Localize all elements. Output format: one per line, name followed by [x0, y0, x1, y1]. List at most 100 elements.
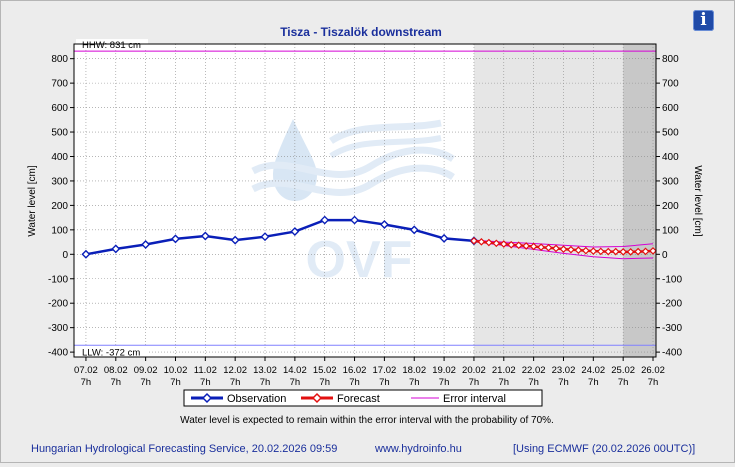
- info-icon[interactable]: i: [693, 10, 714, 31]
- late-forecast-shade: [623, 44, 656, 357]
- y-tick-label-left: 100: [51, 225, 68, 236]
- threshold-label-bg: [76, 39, 148, 51]
- x-tick-label-hour: 7h: [81, 377, 92, 388]
- forecast-point: [477, 237, 486, 246]
- x-tick-label-date: 07.02: [74, 365, 98, 376]
- x-tick-label-hour: 7h: [409, 377, 420, 388]
- x-tick-label-hour: 7h: [110, 377, 121, 388]
- threshold-label-hhw: HHW: 831 cm: [82, 40, 141, 51]
- forecast-point: [537, 243, 545, 252]
- y-tick-label-right: 300: [662, 176, 679, 187]
- footer-url[interactable]: www.hydroinfo.hu: [374, 443, 462, 455]
- y-axis-right: -400 -300 -200 -100 0 100 200 300 400 500 600 700 80…: [656, 54, 682, 359]
- y-tick-label-right: 200: [662, 201, 679, 212]
- forecast-point: [544, 243, 553, 252]
- y-axis-left: -400 -300 -200 -100 0 100 200 300 400 500 600 700 80…: [48, 54, 74, 359]
- legend-forecast-label: Forecast: [337, 393, 380, 405]
- y-tick-label-right: -200: [662, 299, 682, 310]
- y-tick-label-right: -400: [662, 348, 682, 359]
- y-axis-label-left: Water level [cm]: [27, 165, 38, 237]
- x-tick-label-hour: 7h: [528, 377, 539, 388]
- forecast-point: [552, 244, 560, 253]
- observation-point: [260, 232, 270, 242]
- legend-observation-label: Observation: [227, 393, 286, 405]
- x-tick-label-hour: 7h: [200, 377, 211, 388]
- y-tick-label-left: 800: [51, 54, 68, 65]
- x-tick-label-date: 26.02: [641, 365, 665, 376]
- legend-error-label: Error interval: [443, 393, 506, 405]
- x-tick-label-hour: 7h: [170, 377, 181, 388]
- y-tick-label-left: 600: [51, 103, 68, 114]
- observation-point: [290, 227, 300, 237]
- x-tick-label-hour: 7h: [469, 377, 480, 388]
- y-tick-label-left: -300: [48, 323, 68, 334]
- legend-box: [183, 389, 543, 407]
- forecast-point: [470, 236, 478, 245]
- forecast-point: [619, 248, 628, 256]
- chart-title: Tisza - Tiszalök downstream: [280, 25, 442, 39]
- forecast-point: [641, 247, 650, 256]
- x-tick-label-date: 17.02: [373, 365, 397, 376]
- y-tick-label-right: 500: [662, 128, 679, 139]
- y-tick-label-left: -200: [48, 299, 68, 310]
- footer-service: Hungarian Hydrological Forecasting Servi…: [31, 443, 337, 455]
- observation-point: [81, 249, 91, 259]
- forecast-point: [529, 242, 538, 251]
- y-tick-label-left: 0: [62, 250, 68, 261]
- y-tick-label-left: -400: [48, 348, 68, 359]
- ovf-watermark-logo: OVF: [251, 119, 455, 289]
- forecast-point: [626, 248, 635, 256]
- data-series: [81, 215, 657, 260]
- forecast-point: [499, 240, 508, 248]
- forecast-point: [567, 245, 575, 254]
- forecast-point: [574, 246, 583, 254]
- observation-point: [230, 235, 240, 245]
- x-tick-label-hour: 7h: [140, 377, 151, 388]
- legend-forecast-marker: [311, 392, 323, 404]
- y-tick-label-right: -100: [662, 274, 682, 285]
- x-tick-label-hour: 7h: [618, 377, 629, 388]
- x-tick-label-date: 11.02: [194, 365, 217, 376]
- probability-note: Water level is expected to remain within…: [180, 415, 554, 426]
- y-axis-label-right: Water level [cm]: [692, 165, 703, 237]
- y-tick-label-right: 100: [662, 225, 679, 236]
- forecast-point: [507, 240, 516, 249]
- y-tick-label-right: 700: [662, 79, 679, 90]
- forecast-point: [596, 247, 605, 256]
- observation-line: [85, 218, 475, 256]
- x-tick-label-date: 22.02: [522, 365, 546, 376]
- y-tick-label-right: 800: [662, 54, 679, 65]
- x-tick-label-date: 16.02: [343, 365, 367, 376]
- x-tick-label-date: 12.02: [223, 365, 247, 376]
- observation-point: [141, 240, 151, 250]
- watermark-text: OVF: [306, 231, 413, 289]
- y-tick-label-right: 0: [662, 250, 668, 261]
- grid-lines: [74, 44, 656, 357]
- forecast-point: [522, 242, 531, 250]
- x-tick-label-hour: 7h: [439, 377, 450, 388]
- observation-point: [200, 231, 210, 241]
- y-tick-label-right: -300: [662, 323, 682, 334]
- forecast-point: [485, 238, 493, 247]
- x-tick-label-date: 21.02: [492, 365, 516, 376]
- y-tick-label-right: 400: [662, 152, 679, 163]
- x-tick-label-hour: 7h: [648, 377, 659, 388]
- x-axis: 07.027h08.027h09.027h10.027h11.027h12.02…: [74, 357, 665, 388]
- forecast-point: [604, 247, 613, 256]
- x-tick-label-hour: 7h: [558, 377, 569, 388]
- y-tick-label-left: 300: [51, 176, 68, 187]
- x-tick-label-hour: 7h: [498, 377, 509, 388]
- observation-point: [409, 225, 419, 235]
- x-tick-label-date: 24.02: [581, 365, 605, 376]
- x-tick-label-date: 25.02: [611, 365, 635, 376]
- observation-point: [111, 244, 121, 254]
- observation-point: [379, 219, 389, 229]
- legend: Observation Forecast Error interval: [183, 389, 543, 407]
- x-tick-label-date: 19.02: [432, 365, 456, 376]
- observation-point: [170, 234, 180, 244]
- y-tick-label-right: 600: [662, 103, 679, 114]
- y-tick-label-left: 700: [51, 79, 68, 90]
- x-tick-label-hour: 7h: [319, 377, 330, 388]
- x-tick-label-date: 14.02: [283, 365, 307, 376]
